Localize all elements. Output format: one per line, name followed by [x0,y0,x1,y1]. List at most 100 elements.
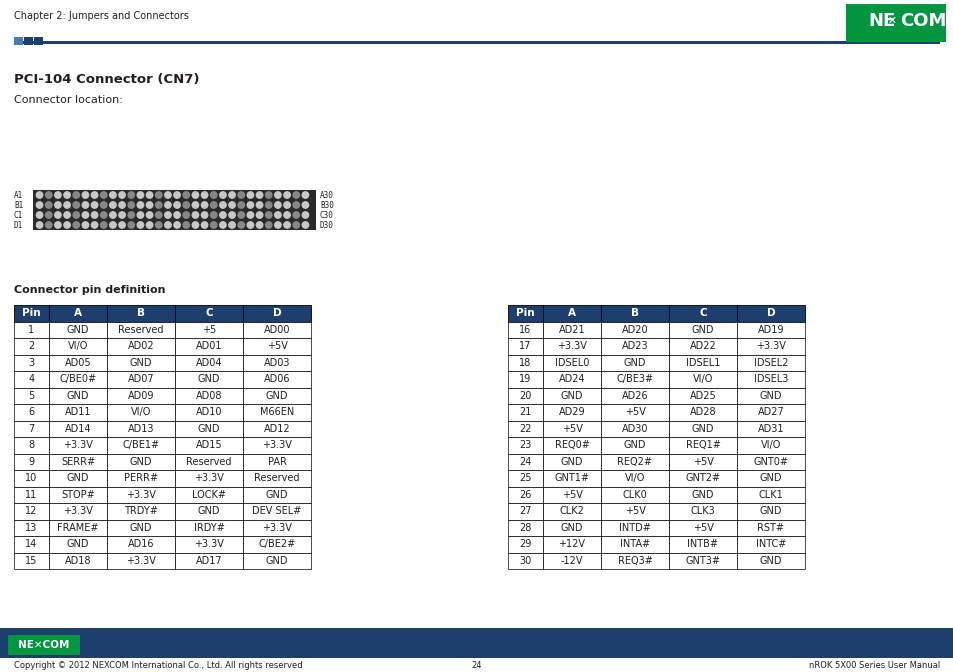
Text: -12V: -12V [560,556,582,566]
Text: PAR: PAR [267,457,286,467]
Circle shape [247,222,253,228]
Circle shape [256,202,262,208]
Bar [107,437,174,454]
Circle shape [100,212,107,218]
Bar [737,536,804,552]
Bar [14,305,49,321]
Text: C: C [205,308,213,319]
Circle shape [284,192,290,198]
Circle shape [256,192,262,198]
Text: REQ3#: REQ3# [617,556,652,566]
Text: C/BE3#: C/BE3# [616,374,653,384]
Bar [243,305,311,321]
Circle shape [284,202,290,208]
Bar [8,635,80,655]
Bar [507,388,542,404]
Bar [14,421,49,437]
Text: TRDY#: TRDY# [124,506,158,516]
Bar [600,437,668,454]
Text: AD19: AD19 [757,325,783,335]
Circle shape [274,222,281,228]
Bar [49,454,107,470]
Circle shape [73,202,79,208]
Text: GND: GND [197,374,220,384]
Bar [14,404,49,421]
Circle shape [128,202,134,208]
Bar [243,552,311,569]
Text: +3.3V: +3.3V [126,556,155,566]
Bar [600,404,668,421]
Bar [174,371,243,388]
Circle shape [91,222,97,228]
Text: 12: 12 [26,506,38,516]
Text: GND: GND [691,325,714,335]
Bar [600,454,668,470]
Text: CLK2: CLK2 [559,506,584,516]
Circle shape [265,222,272,228]
Bar [542,536,600,552]
Text: GND: GND [560,457,582,467]
Bar [49,305,107,321]
Text: GND: GND [560,523,582,533]
Bar [14,552,49,569]
Text: 19: 19 [518,374,531,384]
Circle shape [46,202,51,208]
Circle shape [229,202,235,208]
Text: IDSEL0: IDSEL0 [555,358,589,368]
Text: LOCK#: LOCK# [192,490,226,500]
Circle shape [284,222,290,228]
Text: Copyright © 2012 NEXCOM International Co., Ltd. All rights reserved: Copyright © 2012 NEXCOM International Co… [14,661,302,669]
Bar [668,321,737,338]
Text: GNT0#: GNT0# [753,457,788,467]
Bar [243,355,311,371]
Text: PCI-104 Connector (CN7): PCI-104 Connector (CN7) [14,73,199,87]
Text: INTB#: INTB# [687,539,718,549]
Text: AD23: AD23 [621,341,648,351]
Text: A: A [567,308,576,319]
Circle shape [274,192,281,198]
Circle shape [173,212,180,218]
Bar [542,338,600,355]
Circle shape [274,212,281,218]
Text: 7: 7 [29,424,34,433]
Circle shape [36,192,43,198]
Text: 11: 11 [26,490,37,500]
Circle shape [36,212,43,218]
Text: C/BE0#: C/BE0# [59,374,96,384]
Text: IRDY#: IRDY# [193,523,224,533]
Circle shape [302,202,308,208]
Circle shape [46,222,51,228]
Circle shape [165,202,171,208]
Circle shape [91,192,97,198]
Circle shape [293,202,299,208]
Text: PERR#: PERR# [124,473,158,483]
Circle shape [64,202,71,208]
Bar [737,454,804,470]
Circle shape [119,212,125,218]
Circle shape [293,212,299,218]
Text: 23: 23 [518,440,531,450]
Text: Pin: Pin [22,308,41,319]
Text: AD01: AD01 [195,341,222,351]
Text: 1: 1 [29,325,34,335]
Bar [668,371,737,388]
Bar [507,536,542,552]
Bar [600,503,668,519]
Circle shape [82,202,89,208]
Text: AD00: AD00 [263,325,290,335]
Circle shape [192,212,198,218]
Bar [542,552,600,569]
Bar [33,210,315,220]
Circle shape [155,202,162,208]
Circle shape [137,222,144,228]
Text: 20: 20 [518,390,531,401]
Circle shape [238,192,244,198]
Bar [14,536,49,552]
Bar [737,503,804,519]
Bar [107,536,174,552]
Text: AD30: AD30 [621,424,648,433]
Circle shape [137,212,144,218]
Bar [49,338,107,355]
Text: AD29: AD29 [558,407,585,417]
Text: VI/O: VI/O [68,341,88,351]
